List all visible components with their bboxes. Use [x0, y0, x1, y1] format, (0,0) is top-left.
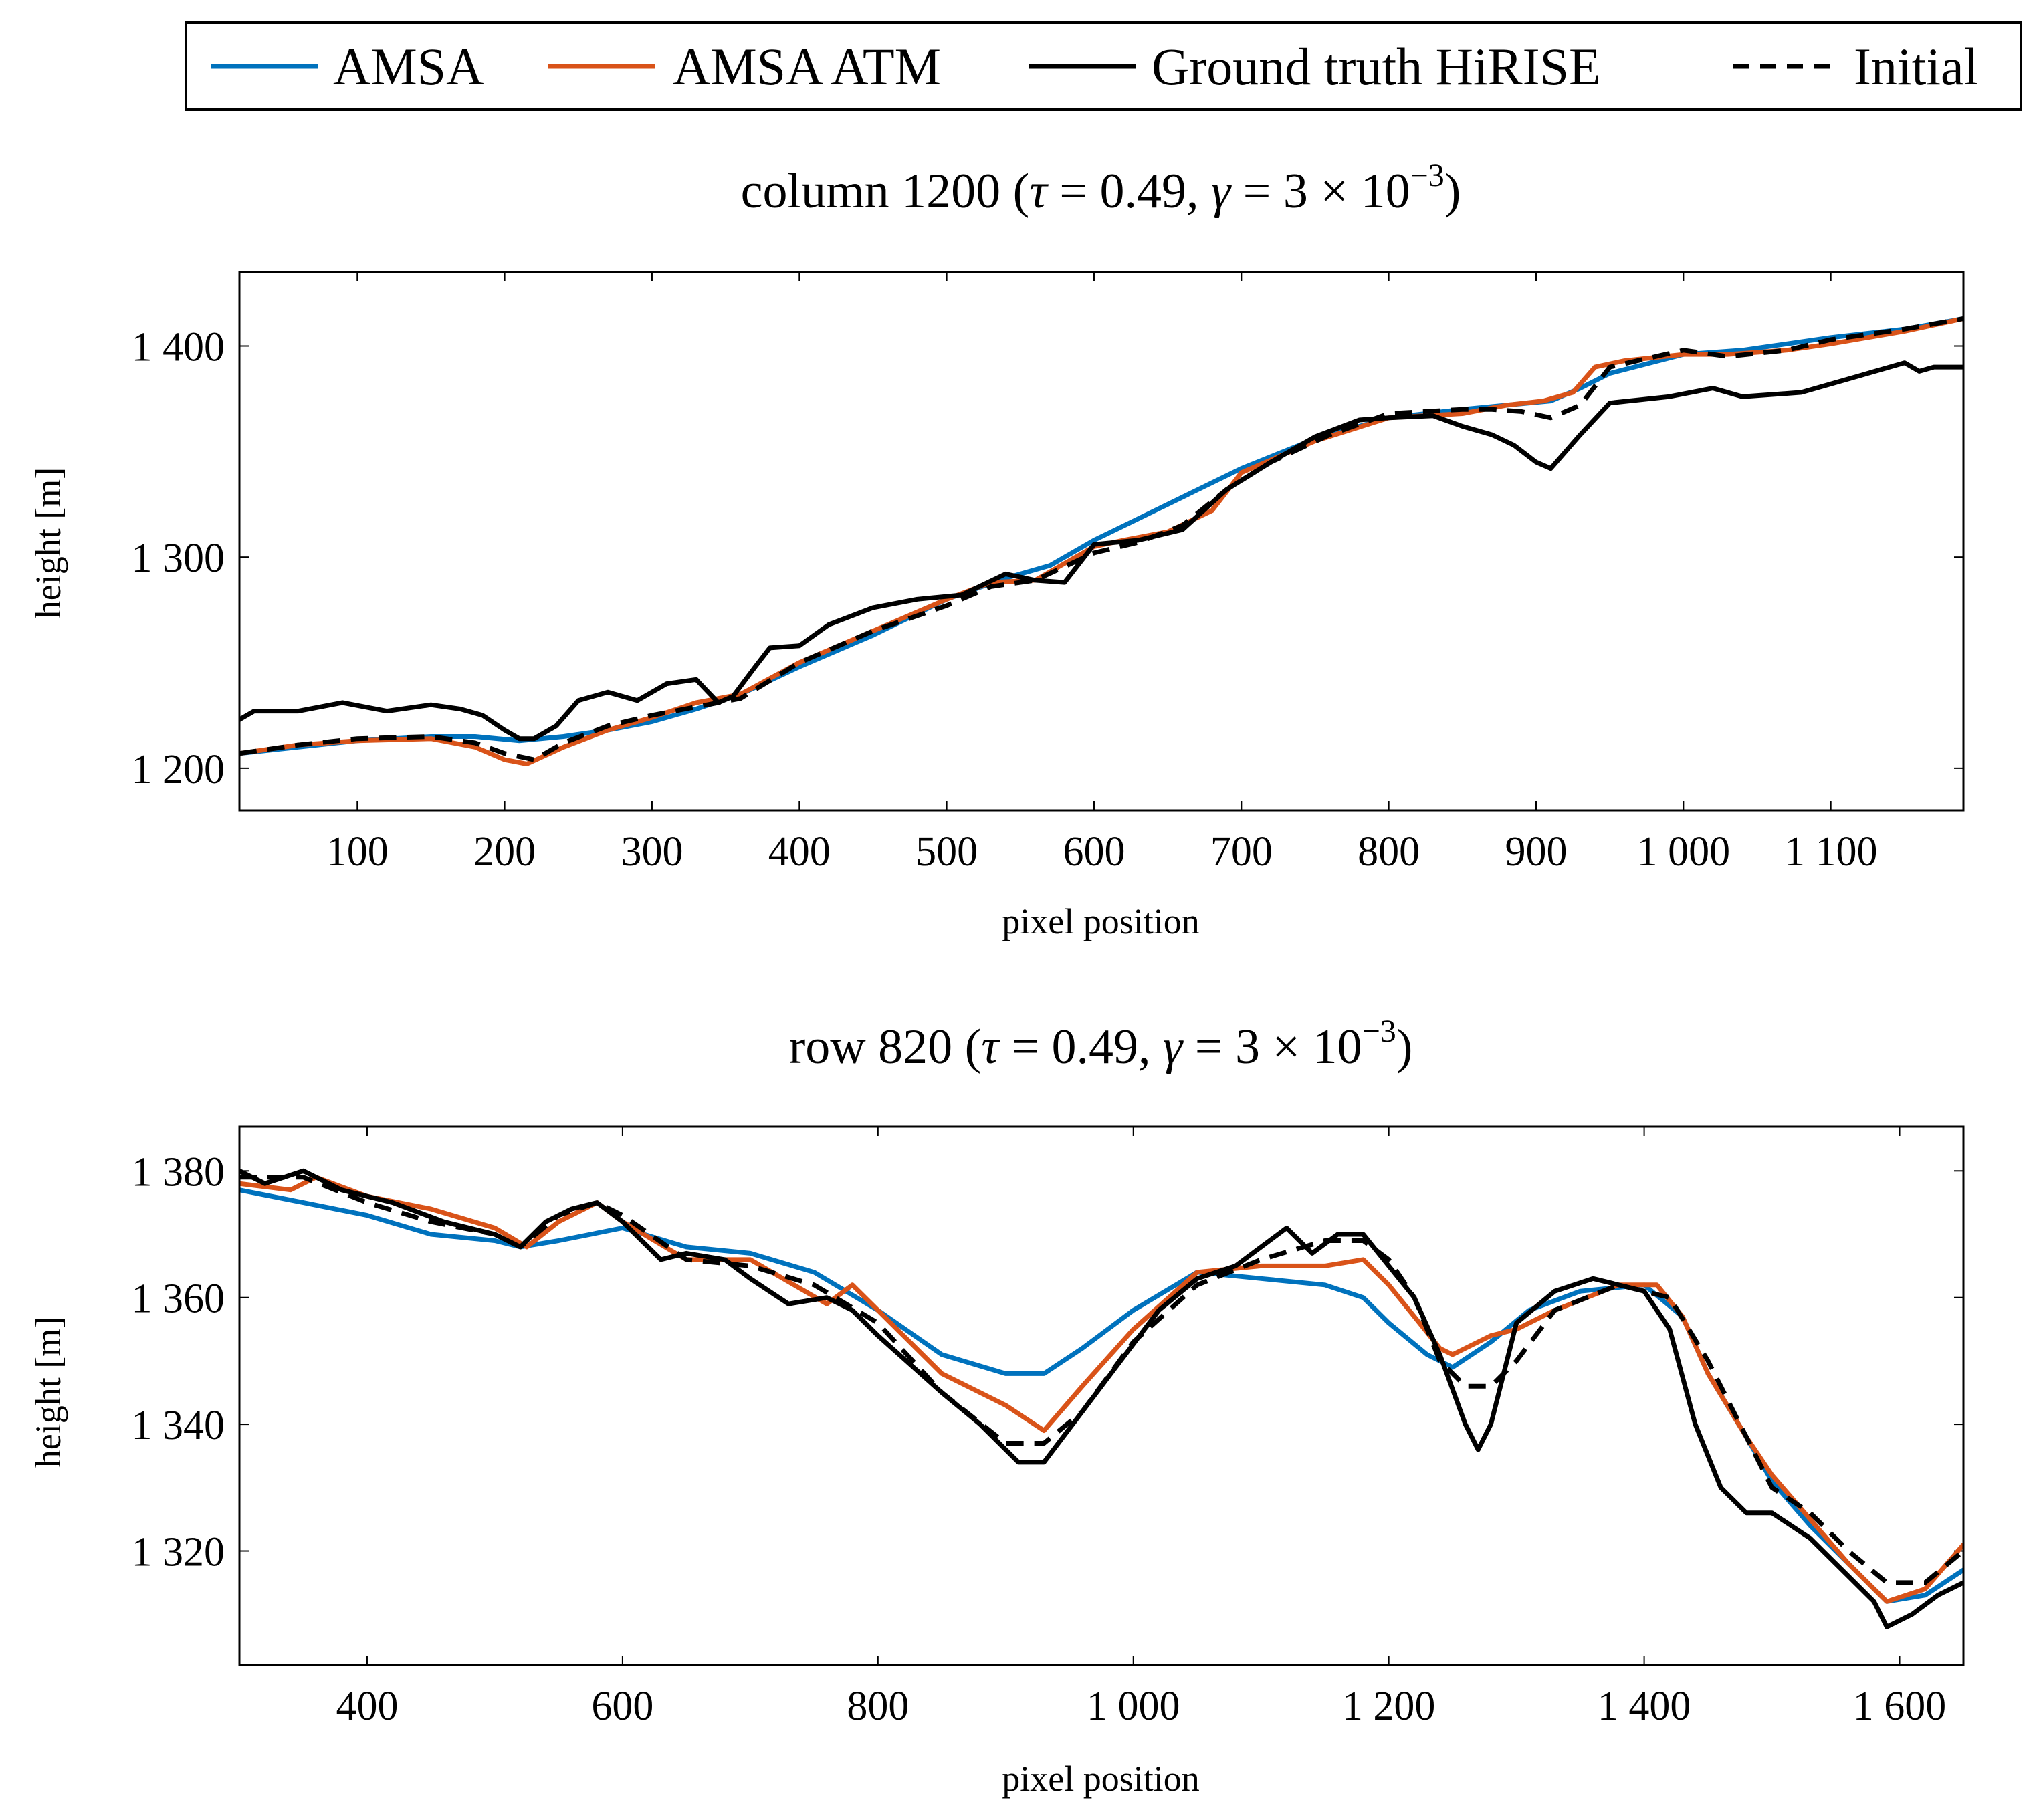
- series-line-amsa-atm: [239, 316, 1963, 766]
- legend-label-amsa: AMSA: [333, 37, 484, 96]
- series-group: [239, 316, 1963, 766]
- x-tick-label: 200: [473, 829, 536, 875]
- x-tick-label: 600: [591, 1684, 653, 1729]
- x-tick-label: 400: [336, 1684, 398, 1729]
- series-line-initial: [239, 316, 1963, 762]
- series-line-initial: [239, 1175, 1963, 1585]
- y-tick-label: 1 400: [132, 324, 225, 370]
- chart-1-title: column 1200 (τ = 0.49, γ = 3 × 10−3): [741, 158, 1461, 219]
- x-tick-label: 1 200: [1342, 1684, 1436, 1729]
- y-tick-label: 1 320: [132, 1530, 225, 1575]
- x-tick-label: 900: [1505, 829, 1568, 875]
- chart-2-title: row 820 (τ = 0.49, γ = 3 × 10−3): [789, 1014, 1413, 1074]
- chart-1-xlabel: pixel position: [1002, 901, 1200, 941]
- x-tick-label: 700: [1210, 829, 1273, 875]
- y-tick-label: 1 360: [132, 1276, 225, 1322]
- x-tick-label: 800: [847, 1684, 909, 1729]
- series-line-amsa: [239, 1187, 1963, 1604]
- legend-label-amsa-atm: AMSA ATM: [673, 37, 941, 96]
- series-line-amsa: [239, 316, 1963, 756]
- x-tick-label: 1 400: [1598, 1684, 1691, 1729]
- chart-1-plot: 100 200 300 400 500 600 700 800 900 1 000 1 100 1 2…: [132, 271, 1965, 875]
- y-tick-label: 1 300: [132, 536, 225, 581]
- x-tick-label: 600: [1063, 829, 1125, 875]
- chart-1-ylabel: height [m]: [28, 467, 68, 618]
- chart-2-plot: 400 600 800 1 000 1 200 1 400 1 600 1 320 1 340 1…: [132, 1125, 1965, 1729]
- y-tick-label: 1 380: [132, 1149, 225, 1195]
- x-tick-label: 1 600: [1853, 1684, 1947, 1729]
- x-tick-label: 500: [916, 829, 978, 875]
- y-tick-label: 1 340: [132, 1403, 225, 1448]
- y-tick-label: 1 200: [132, 747, 225, 792]
- x-tick-label: 1 000: [1637, 829, 1731, 875]
- x-tick-label: 1 100: [1784, 829, 1878, 875]
- chart-2-xlabel: pixel position: [1002, 1758, 1200, 1799]
- x-tick-label: 1 000: [1087, 1684, 1180, 1729]
- chart-2-ylabel: height [m]: [28, 1317, 68, 1468]
- series-group: [239, 1168, 1963, 1629]
- series-line-ground-truth: [239, 360, 1963, 742]
- plot-frame: [238, 271, 1965, 812]
- x-tick-label: 400: [768, 829, 831, 875]
- legend-label-initial: Initial: [1854, 37, 1978, 96]
- legend: AMSA AMSA ATM Ground truth HiRISE Initia…: [185, 21, 2022, 111]
- x-tick-label: 800: [1358, 829, 1420, 875]
- plot-frame: [238, 1125, 1965, 1666]
- legend-label-ground-truth: Ground truth HiRISE: [1152, 37, 1601, 96]
- x-tick-label: 100: [326, 829, 389, 875]
- x-tick-label: 300: [621, 829, 683, 875]
